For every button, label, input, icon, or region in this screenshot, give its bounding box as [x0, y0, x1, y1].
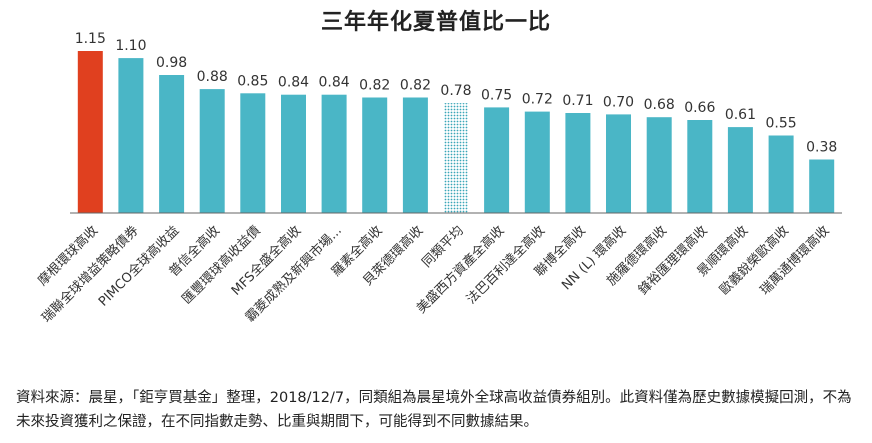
source-note: 資料來源：晨星，「鉅亨買基金」整理，2018/12/7，同類組為晨星境外全球高收…: [16, 390, 852, 430]
bar-18: [809, 159, 835, 213]
bar-8: [402, 97, 428, 213]
x-tick-label-17: 歐義銳榮歐高收: [716, 223, 792, 299]
chart-title: 三年年化夏普值比一比: [320, 10, 551, 35]
x-tick-label-18: 瑞萬通博環高收: [757, 223, 833, 299]
data-label-11: 0.72: [522, 92, 553, 108]
data-label-17: 0.55: [766, 116, 797, 132]
data-label-2: 0.98: [156, 55, 187, 71]
bar-6: [321, 94, 347, 213]
bar-16: [727, 127, 753, 213]
data-label-13: 0.70: [603, 94, 634, 110]
bar-9: [443, 103, 469, 213]
bar-3: [199, 89, 225, 213]
data-label-12: 0.71: [562, 93, 593, 109]
bar-14: [646, 117, 672, 213]
x-tick-label-5: MFS全盛全高收: [228, 223, 304, 299]
data-label-3: 0.88: [197, 69, 228, 85]
bar-2: [159, 75, 185, 213]
bar-0: [77, 51, 103, 213]
x-tick-label-15: 鋒裕匯理環高收: [635, 223, 711, 299]
data-label-1: 1.10: [115, 38, 146, 54]
bar-17: [768, 135, 794, 213]
bar-10: [484, 107, 510, 213]
bar-chart: 1.15 1.10 0.98 0.88 0.85 0.84 0.84 0.82 0.82 0.78…: [35, 31, 842, 326]
bar-11: [524, 111, 550, 213]
data-label-8: 0.82: [400, 78, 431, 94]
data-label-6: 0.84: [319, 75, 350, 91]
data-label-0: 1.15: [75, 31, 106, 47]
data-label-5: 0.84: [278, 75, 309, 91]
bar-1: [118, 58, 144, 213]
data-label-16: 0.61: [725, 107, 756, 123]
data-label-4: 0.85: [237, 73, 268, 89]
bar-12: [565, 113, 591, 213]
bar-13: [606, 114, 631, 213]
bar-7: [362, 97, 388, 213]
data-label-15: 0.66: [684, 100, 715, 116]
data-label-14: 0.68: [644, 97, 675, 113]
data-label-10: 0.75: [481, 87, 512, 103]
bar-5: [281, 94, 306, 213]
data-label-18: 0.38: [806, 140, 837, 156]
bar-15: [687, 120, 713, 213]
bar-4: [240, 93, 266, 213]
data-label-7: 0.82: [359, 78, 390, 94]
data-label-9: 0.78: [440, 83, 471, 99]
